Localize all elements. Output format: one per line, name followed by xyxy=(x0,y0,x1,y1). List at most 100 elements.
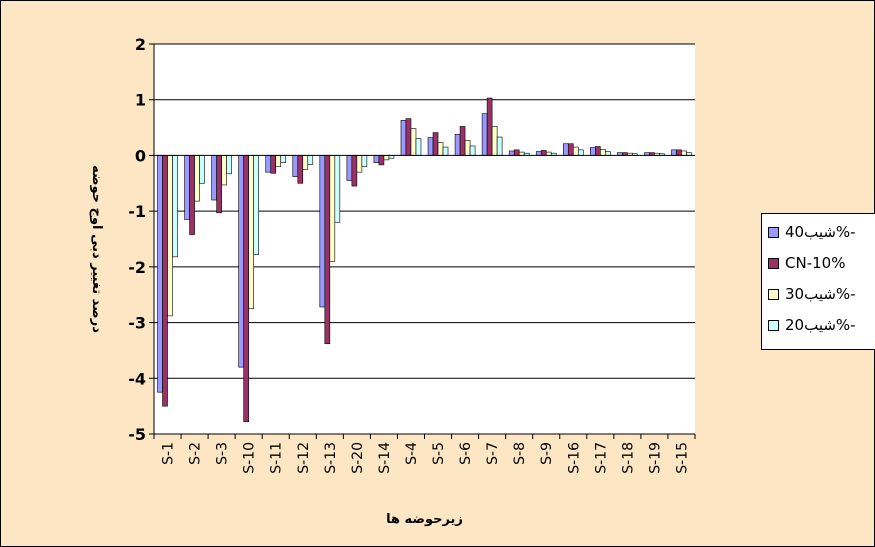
bar xyxy=(676,149,682,156)
bar xyxy=(400,120,407,156)
bar xyxy=(427,137,434,156)
legend: شیب40%- CN-10% شیب30%- شیب20%- xyxy=(761,213,875,350)
bar xyxy=(199,155,205,184)
bar xyxy=(577,149,584,156)
bar xyxy=(437,142,444,156)
bar xyxy=(562,143,569,156)
bar xyxy=(302,155,309,170)
bar xyxy=(162,155,168,407)
bar xyxy=(157,155,163,393)
y-tick-label: 1 xyxy=(135,91,146,110)
bar xyxy=(307,155,314,165)
x-tick-label: S-4 xyxy=(404,442,420,465)
bar xyxy=(167,155,173,317)
bar xyxy=(319,155,326,308)
legend-swatch xyxy=(768,226,779,238)
y-tick-label: -2 xyxy=(128,258,146,277)
bar xyxy=(346,155,353,181)
bar xyxy=(508,150,515,156)
bar xyxy=(605,151,611,156)
legend-item: شیب30%- xyxy=(768,284,856,304)
bar xyxy=(454,133,461,156)
y-axis-title: درصد تغییر دبی اوج حوضه xyxy=(89,165,104,333)
x-axis-title: زیرحوضه ها xyxy=(386,512,463,527)
legend-label: شیب40%- xyxy=(785,223,856,241)
legend-swatch xyxy=(768,257,779,269)
bar xyxy=(513,149,520,156)
bar xyxy=(681,150,687,156)
bar xyxy=(518,151,525,156)
bar xyxy=(373,155,380,163)
bar xyxy=(595,146,601,156)
bar xyxy=(378,155,385,166)
y-tick-label: 0 xyxy=(135,146,146,165)
bar xyxy=(442,146,449,156)
x-tick-label: S-8 xyxy=(512,442,528,465)
bar xyxy=(329,155,336,262)
bar xyxy=(545,151,552,156)
legend-item: شیب20%- xyxy=(768,315,856,335)
bar xyxy=(216,155,222,214)
x-tick-label: S-6 xyxy=(458,442,474,465)
bar xyxy=(486,97,493,156)
bar xyxy=(184,155,190,220)
bar xyxy=(226,155,232,175)
y-tick-label: -3 xyxy=(128,314,146,333)
x-tick-label: S-20 xyxy=(350,442,366,474)
x-tick-label: S-12 xyxy=(296,442,312,474)
x-tick-label: S-13 xyxy=(323,442,339,474)
bar xyxy=(292,155,299,177)
bar xyxy=(464,140,471,156)
bar xyxy=(600,149,606,156)
bar xyxy=(469,145,476,156)
bar xyxy=(238,155,244,368)
bar xyxy=(265,155,272,173)
bar xyxy=(361,155,368,167)
bar xyxy=(590,147,596,156)
bar xyxy=(405,118,412,156)
legend-swatch xyxy=(768,288,779,300)
x-tick-label: S-16 xyxy=(566,442,582,474)
y-tick-label: 2 xyxy=(135,35,146,54)
bar xyxy=(270,155,277,174)
bar xyxy=(324,155,331,345)
bar xyxy=(540,150,547,156)
bar xyxy=(189,155,195,235)
legend-item: CN-10% xyxy=(768,253,845,273)
bar xyxy=(253,155,259,255)
bar xyxy=(248,155,254,309)
bar xyxy=(432,132,439,156)
legend-swatch xyxy=(768,319,779,331)
y-tick-label: -1 xyxy=(128,202,146,221)
bar xyxy=(383,155,390,161)
x-tick-label: S-1 xyxy=(161,442,177,465)
x-tick-label: S-15 xyxy=(674,442,690,474)
legend-label: شیب20%- xyxy=(785,316,856,334)
legend-label: شیب30%- xyxy=(785,285,856,303)
y-tick-label: -4 xyxy=(128,369,146,388)
bar xyxy=(535,151,542,156)
bar xyxy=(243,155,249,423)
bar xyxy=(481,113,488,156)
y-tick-label: -5 xyxy=(128,425,146,444)
x-tick-label: S-18 xyxy=(620,442,636,474)
x-tick-label: S-7 xyxy=(485,442,501,465)
bar xyxy=(280,155,287,163)
bar xyxy=(415,138,422,156)
bar xyxy=(459,126,466,156)
x-tick-label: S-9 xyxy=(539,442,555,465)
bar xyxy=(194,155,200,202)
bar xyxy=(297,155,304,184)
legend-item: شیب40%- xyxy=(768,222,856,242)
x-tick-label: S-2 xyxy=(188,442,204,465)
legend-label: CN-10% xyxy=(785,254,846,272)
x-tick-label: S-17 xyxy=(593,442,609,474)
bar xyxy=(221,155,227,186)
bar xyxy=(351,155,358,187)
bar xyxy=(572,146,579,156)
bar xyxy=(172,155,178,258)
bar xyxy=(275,155,282,167)
bar xyxy=(671,149,677,156)
x-tick-label: S-11 xyxy=(269,442,285,474)
